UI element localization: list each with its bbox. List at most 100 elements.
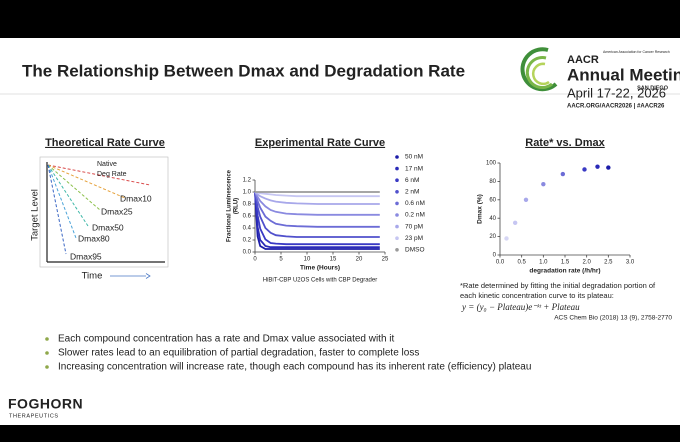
y-tick-label: 1.2: [243, 178, 252, 184]
y-axis-label: Target Level: [30, 189, 41, 241]
scatter-point: [512, 220, 518, 225]
aacr-logo: AACR American Association for Cancer Res…: [520, 47, 680, 110]
time-arrow-head: [145, 273, 151, 279]
y-tick-label: 80: [489, 179, 496, 185]
scatter-point: [504, 236, 509, 241]
series-line: [254, 191, 380, 238]
legend-marker: [395, 213, 399, 217]
company-logo: FOGHORN THERAPEUTICS: [8, 396, 83, 420]
x-tick-label: 2.5: [604, 260, 613, 266]
x-tick-label: 25: [382, 257, 389, 263]
citation: ACS Chem Bio (2018) 13 (9), 2758-2770: [554, 315, 672, 322]
bullet-dot: [45, 365, 49, 369]
slide: [0, 38, 680, 425]
footnote: *Rate determined by fitting the initial …: [460, 281, 672, 322]
series-line: [254, 191, 380, 250]
logo-dates: April 17-22, 2026: [567, 85, 666, 100]
curve-label: Dmax50: [92, 222, 124, 232]
logo-org: AACR: [567, 54, 599, 66]
y-tick-label: 0.8: [243, 202, 252, 208]
curve: [47, 164, 67, 255]
bullet-dot: [45, 351, 49, 355]
curve-label: Dmax10: [120, 193, 152, 203]
scatter-point: [523, 197, 529, 202]
bullet-text: Slower rates lead to an equilibration of…: [58, 348, 419, 359]
legend-label: 0.6 nM: [405, 200, 425, 207]
x-tick-label: 20: [356, 257, 363, 263]
curve: [47, 164, 89, 227]
y-tick-label: 0.4: [243, 226, 252, 232]
legend-label: 50 nM: [405, 154, 423, 161]
logo-arc: [525, 56, 553, 89]
curve-label: Dmax80: [78, 233, 110, 243]
y-tick-label: 0.6: [243, 214, 252, 220]
x-tick-label: 15: [330, 257, 337, 263]
curve-label: Dmax95: [70, 251, 102, 261]
legend-marker: [395, 224, 399, 229]
company-name: FOGHORN: [8, 396, 83, 412]
series-line: [254, 191, 380, 249]
legend-marker: [395, 201, 399, 206]
panel-title: Theoretical Rate Curve: [45, 137, 165, 149]
x-tick-label: 0: [253, 257, 257, 263]
legend-marker: [395, 236, 399, 240]
scatter-point: [582, 167, 587, 172]
x-axis-label: Time: [82, 271, 103, 282]
scatter-point: [560, 171, 566, 177]
legend-label: DMSO: [405, 247, 425, 254]
bullet-text: Each compound concentration has a rate a…: [58, 334, 395, 345]
x-axis-label: degradation rate (/h/hr): [529, 268, 600, 275]
scatter-point: [595, 164, 600, 169]
scatter-point: [606, 165, 611, 170]
curve: [47, 164, 126, 199]
legend-label: 2 nM: [405, 189, 419, 196]
legend-label: 0.2 nM: [405, 212, 425, 219]
y-tick-label: 0.0: [243, 250, 252, 256]
theory-panel: Theoretical Rate Curve Native Deg Rate D…: [30, 137, 169, 282]
legend-marker: [395, 155, 399, 159]
chart-title: Rate* vs. Dmax: [525, 137, 605, 149]
curve: [47, 164, 151, 186]
slide-title: The Relationship Between Dmax and Degrad…: [22, 61, 465, 80]
legend-label: 23 pM: [405, 235, 423, 242]
native-label: Deg Rate: [97, 171, 127, 178]
y-tick-label: 0.2: [243, 238, 252, 244]
legend-label: 17 nM: [405, 165, 423, 172]
curve-label: Dmax25: [101, 206, 133, 216]
series-line: [254, 191, 380, 246]
x-tick-label: 1.5: [561, 260, 570, 266]
top-letterbox: [0, 0, 680, 38]
logo-event: Annual Meeting: [567, 65, 680, 84]
series-line: [254, 191, 380, 216]
x-axis-label: Time (Hours): [300, 265, 340, 272]
logo-links: AACR.ORG/AACR2026 | #AACR26: [567, 104, 665, 110]
native-label: Native: [97, 161, 117, 168]
logo-arc: [532, 62, 550, 86]
footnote-line: *Rate determined by fitting the initial …: [460, 281, 656, 290]
logo-city: SAN DIEGO: [637, 85, 669, 91]
legend-marker: [395, 166, 399, 171]
x-tick-label: 1.0: [539, 260, 548, 266]
y-axis-label: (RLU): [234, 198, 240, 214]
legend-marker: [395, 178, 399, 182]
bullets: Each compound concentration has a rate a…: [45, 334, 531, 373]
y-tick-label: 1.0: [243, 190, 252, 196]
x-tick-label: 2.0: [582, 260, 591, 266]
bullet-dot: [45, 337, 49, 341]
y-tick-label: 100: [486, 161, 497, 167]
series-line: [254, 191, 380, 228]
logo-arc: [520, 47, 558, 92]
chart-caption: HiBiT-CBP U2OS Cells with CBP Degrader: [263, 278, 377, 284]
scatter-point: [541, 181, 546, 187]
footnote-line: each kinetic concentration curve to its …: [460, 291, 614, 300]
chart-title: Experimental Rate Curve: [255, 137, 385, 149]
x-tick-label: 0.5: [517, 260, 526, 266]
legend-marker: [395, 190, 399, 194]
bottom-letterbox: [0, 425, 680, 442]
bullet-text: Increasing concentration will increase r…: [58, 362, 531, 373]
x-tick-label: 10: [304, 257, 311, 263]
y-tick-label: 60: [489, 197, 496, 203]
series-line: [254, 191, 380, 205]
x-tick-label: 5: [279, 257, 283, 263]
